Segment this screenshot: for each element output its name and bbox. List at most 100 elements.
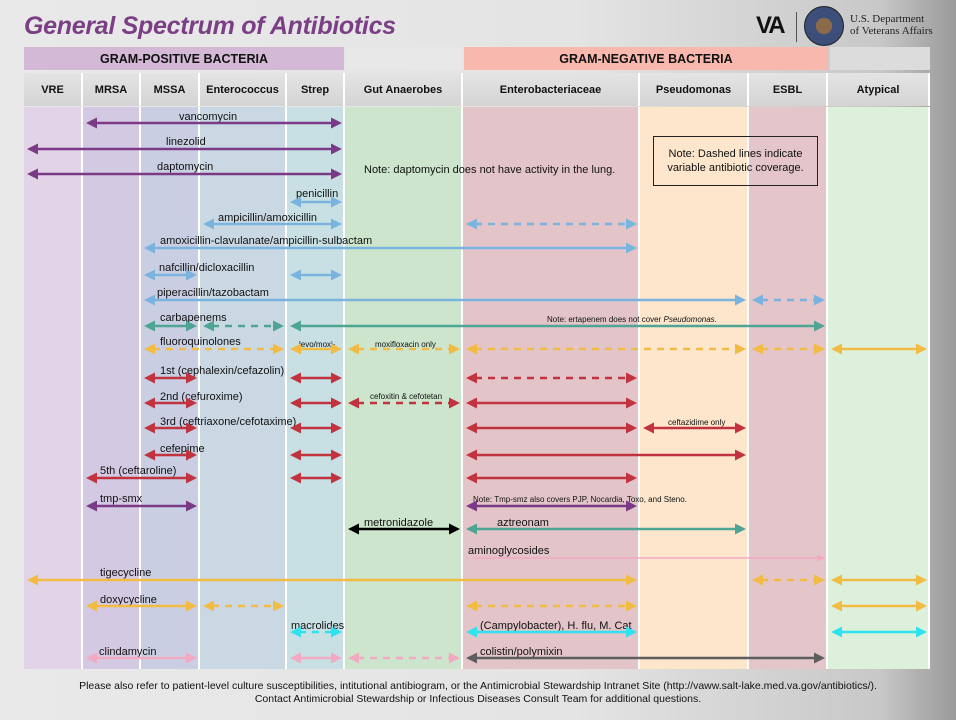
drug-label: fluoroquinolones — [160, 336, 241, 348]
arrowhead-right-icon — [186, 600, 197, 612]
arrowhead-right-icon — [735, 449, 746, 461]
arrowhead-right-icon — [916, 626, 927, 638]
arrowhead-left-icon — [86, 652, 97, 664]
note-line-2: variable antibiotic coverage. — [667, 162, 804, 174]
arrowhead-left-icon — [348, 397, 359, 409]
arrowhead-left-icon — [86, 500, 97, 512]
segment-label: aztreonam — [497, 517, 549, 529]
drug-label: 2nd (cefuroxime) — [160, 391, 243, 403]
arrowhead-left-icon — [86, 117, 97, 129]
arrowhead-left-icon — [144, 372, 155, 384]
column-header-atypical: Atypical — [828, 73, 930, 106]
arrowhead-right-icon — [626, 218, 637, 230]
arrowhead-left-icon — [144, 397, 155, 409]
arrowhead-right-icon — [331, 397, 342, 409]
segment-label: aminoglycosides — [468, 545, 550, 557]
arrowhead-left-icon — [290, 320, 301, 332]
arrowhead-right-icon — [186, 652, 197, 664]
arrowhead-right-icon — [916, 600, 927, 612]
segment-label: ceftazidime only — [668, 418, 726, 427]
arrowhead-right-icon — [916, 574, 927, 586]
arrowhead-right-icon — [331, 269, 342, 281]
arrowhead-left-icon — [752, 343, 763, 355]
arrowhead-right-icon — [916, 343, 927, 355]
daptomycin-note: Note: daptomycin does not have activity … — [364, 164, 616, 176]
arrowhead-left-icon — [290, 472, 301, 484]
drug-label: tigecycline — [100, 567, 152, 579]
arrowhead-right-icon — [814, 574, 825, 586]
segment-label: metronidazole — [364, 517, 434, 529]
column-header-gut-anaerobes: Gut Anaerobes — [345, 73, 463, 106]
arrowhead-left-icon — [466, 600, 477, 612]
arrowhead-left-icon — [86, 472, 97, 484]
column-header-mrsa: MRSA — [83, 73, 141, 106]
drug-label: amoxicillin-clavulanate/ampicillin-sulba… — [160, 235, 373, 247]
arrowhead-left-icon — [466, 472, 477, 484]
segment-label: levo/moxi- — [299, 340, 336, 349]
arrowhead-left-icon — [348, 652, 359, 664]
arrowhead-right-icon — [735, 343, 746, 355]
arrowhead-left-icon — [203, 218, 214, 230]
arrowhead-left-icon — [290, 397, 301, 409]
arrowhead-left-icon — [27, 143, 38, 155]
footer-line-2: Contact Antimicrobial Stewardship or Inf… — [254, 693, 702, 705]
arrowhead-right-icon — [186, 372, 197, 384]
column-header-mssa: MSSA — [141, 73, 200, 106]
column-header-vre: VRE — [24, 73, 83, 106]
drug-label: piperacillin/tazobactam — [157, 287, 269, 299]
column-header-enterococcus: Enterococcus — [200, 73, 287, 106]
column-body-mssa — [141, 107, 200, 669]
arrowhead-right-icon — [331, 196, 342, 208]
arrowhead-right-icon — [186, 269, 197, 281]
arrowhead-right-icon — [186, 422, 197, 434]
arrowhead-right-icon — [331, 422, 342, 434]
va-logo: VA U.S. Department of Veterans Affairs — [756, 4, 956, 46]
arrowhead-left-icon — [466, 343, 477, 355]
arrowhead-left-icon — [86, 600, 97, 612]
arrowhead-left-icon — [144, 343, 155, 355]
arrowhead-left-icon — [144, 294, 155, 306]
gram-negative-header: GRAM-NEGATIVE BACTERIA — [464, 47, 828, 70]
arrowhead-left-icon — [290, 422, 301, 434]
arrowhead-left-icon — [831, 626, 842, 638]
arrowhead-left-icon — [466, 652, 477, 664]
drug-label: tmp-smx — [100, 493, 143, 505]
arrowhead-left-icon — [466, 397, 477, 409]
column-body-enterococcus — [200, 107, 287, 669]
gram-positive-header: GRAM-POSITIVE BACTERIA — [24, 47, 344, 70]
drug-label: carbapenems — [160, 312, 227, 324]
arrowhead-left-icon — [643, 422, 654, 434]
arrowhead-left-icon — [348, 523, 359, 535]
column-body-mrsa — [83, 107, 141, 669]
drug-label: 1st (cephalexin/cefazolin) — [160, 365, 285, 377]
drug-label: nafcillin/dicloxacillin — [159, 262, 255, 274]
arrowhead-right-icon — [331, 449, 342, 461]
arrowhead-left-icon — [144, 449, 155, 461]
dept-line-2: of Veterans Affairs — [850, 25, 933, 37]
arrowhead-right-icon — [626, 600, 637, 612]
arrowhead-right-icon — [273, 320, 284, 332]
dept-line-1: U.S. Department — [850, 13, 925, 25]
arrowhead-left-icon — [466, 372, 477, 384]
arrowhead-left-icon — [290, 449, 301, 461]
arrowhead-left-icon — [290, 196, 301, 208]
drug-label: 5th (ceftaroline) — [100, 465, 177, 477]
drug-label: cefepime — [160, 443, 205, 455]
segment-label: colistin/polymixin — [480, 646, 563, 658]
arrowhead-right-icon — [735, 294, 746, 306]
arrowhead-right-icon — [626, 472, 637, 484]
arrowhead-right-icon — [814, 343, 825, 355]
arrowhead-right-icon — [331, 168, 342, 180]
arrowhead-right-icon — [331, 372, 342, 384]
arrowhead-right-icon — [817, 554, 825, 562]
arrowhead-left-icon — [27, 574, 38, 586]
arrowhead-right-icon — [186, 320, 197, 332]
arrowhead-left-icon — [466, 218, 477, 230]
ertapenem-note-organism: Pseudomonas. — [663, 315, 717, 324]
arrowhead-right-icon — [331, 652, 342, 664]
arrowhead-left-icon — [831, 343, 842, 355]
arrowhead-left-icon — [203, 600, 214, 612]
department-name: U.S. Department of Veterans Affairs — [850, 13, 933, 37]
arrowhead-right-icon — [814, 320, 825, 332]
